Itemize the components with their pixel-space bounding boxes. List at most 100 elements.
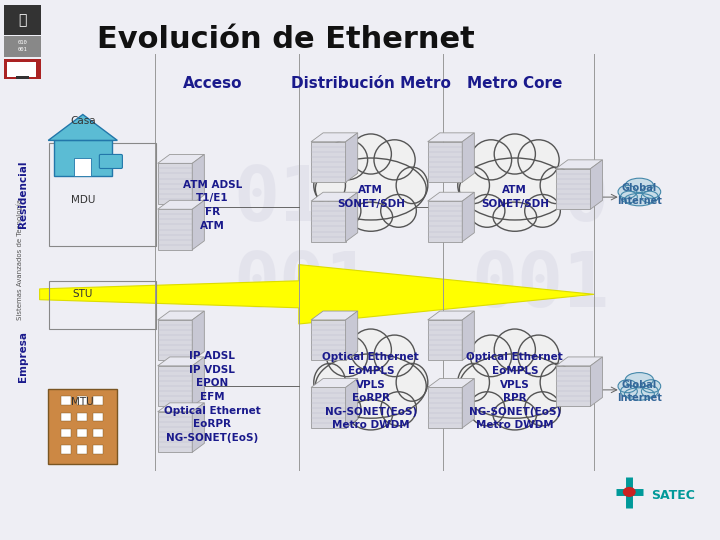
Text: Distribución Metro: Distribución Metro xyxy=(291,76,451,91)
Bar xyxy=(77,445,87,454)
Bar xyxy=(61,429,71,437)
Polygon shape xyxy=(48,114,117,140)
Ellipse shape xyxy=(381,392,416,426)
Ellipse shape xyxy=(518,140,559,180)
Bar xyxy=(93,445,103,454)
Text: MDU: MDU xyxy=(71,195,95,205)
Bar xyxy=(77,429,87,437)
Ellipse shape xyxy=(642,185,661,198)
Ellipse shape xyxy=(494,134,536,174)
Text: Optical Ethernet
EoMPLS
VPLS
RPR
NG-SONET(EoS)
Metro DWDM: Optical Ethernet EoMPLS VPLS RPR NG-SONE… xyxy=(467,353,563,430)
Ellipse shape xyxy=(618,185,636,198)
Ellipse shape xyxy=(314,167,346,204)
Polygon shape xyxy=(590,160,603,209)
Polygon shape xyxy=(311,133,358,142)
Polygon shape xyxy=(192,403,204,453)
Text: Sistemas Avanzados de Tecnología: Sistemas Avanzados de Tecnología xyxy=(17,199,24,320)
Ellipse shape xyxy=(621,386,637,397)
Polygon shape xyxy=(346,133,358,183)
Bar xyxy=(48,389,117,464)
Ellipse shape xyxy=(642,386,658,397)
Bar xyxy=(74,158,91,176)
FancyBboxPatch shape xyxy=(99,154,122,168)
Polygon shape xyxy=(556,160,603,168)
Polygon shape xyxy=(590,357,603,407)
Ellipse shape xyxy=(325,392,361,426)
FancyBboxPatch shape xyxy=(428,320,462,361)
FancyBboxPatch shape xyxy=(4,59,41,79)
FancyBboxPatch shape xyxy=(311,320,346,361)
FancyBboxPatch shape xyxy=(4,5,41,35)
FancyBboxPatch shape xyxy=(556,366,590,407)
Polygon shape xyxy=(311,379,358,388)
Polygon shape xyxy=(158,311,204,320)
Ellipse shape xyxy=(458,363,490,401)
FancyBboxPatch shape xyxy=(16,76,29,79)
FancyBboxPatch shape xyxy=(428,142,462,183)
FancyBboxPatch shape xyxy=(428,201,462,241)
FancyBboxPatch shape xyxy=(7,62,36,77)
Bar xyxy=(61,445,71,454)
Ellipse shape xyxy=(326,140,368,180)
Ellipse shape xyxy=(470,335,512,377)
Polygon shape xyxy=(158,403,204,411)
Ellipse shape xyxy=(518,335,559,377)
Ellipse shape xyxy=(642,380,661,393)
FancyBboxPatch shape xyxy=(158,163,192,204)
Polygon shape xyxy=(40,265,594,324)
Ellipse shape xyxy=(525,392,560,426)
Text: MTU: MTU xyxy=(71,397,94,407)
Ellipse shape xyxy=(326,335,368,377)
Polygon shape xyxy=(311,311,358,320)
Ellipse shape xyxy=(350,329,392,370)
Ellipse shape xyxy=(315,158,426,220)
Text: Evolución de Ethernet: Evolución de Ethernet xyxy=(97,25,475,55)
Bar xyxy=(77,413,87,421)
Polygon shape xyxy=(346,311,358,361)
FancyBboxPatch shape xyxy=(556,168,590,209)
Ellipse shape xyxy=(625,373,654,387)
FancyBboxPatch shape xyxy=(158,210,192,249)
Text: 001: 001 xyxy=(17,47,27,52)
Polygon shape xyxy=(311,192,358,201)
Text: Optical Ethernet
EoMPLS
VPLS
EoRPR
NG-SONET(EoS)
Metro DWDM: Optical Ethernet EoMPLS VPLS EoRPR NG-SO… xyxy=(323,353,419,430)
Polygon shape xyxy=(428,379,474,388)
Ellipse shape xyxy=(624,193,654,206)
Polygon shape xyxy=(158,357,204,366)
Ellipse shape xyxy=(469,194,505,227)
Polygon shape xyxy=(428,311,474,320)
Text: ✋: ✋ xyxy=(18,14,27,28)
Bar xyxy=(49,281,156,329)
Polygon shape xyxy=(462,379,474,428)
Text: ATM ADSL
T1/E1
FR
ATM: ATM ADSL T1/E1 FR ATM xyxy=(183,180,242,231)
Ellipse shape xyxy=(396,363,428,401)
Polygon shape xyxy=(428,133,474,142)
Text: Metro Core: Metro Core xyxy=(467,76,562,91)
Ellipse shape xyxy=(381,194,416,227)
Polygon shape xyxy=(556,357,603,366)
Ellipse shape xyxy=(470,140,512,180)
Text: Acceso: Acceso xyxy=(183,76,242,91)
Text: Global
Internet: Global Internet xyxy=(617,380,662,403)
Text: 010
001: 010 001 xyxy=(471,163,609,323)
Ellipse shape xyxy=(621,191,637,203)
Bar xyxy=(49,143,156,246)
FancyBboxPatch shape xyxy=(158,366,192,407)
Bar xyxy=(93,396,103,405)
Text: 010: 010 xyxy=(17,40,27,45)
Text: Residencial: Residencial xyxy=(18,160,28,228)
FancyBboxPatch shape xyxy=(158,320,192,361)
Polygon shape xyxy=(192,154,204,204)
FancyBboxPatch shape xyxy=(311,388,346,428)
Circle shape xyxy=(624,488,635,496)
Text: ATM
SONET/SDH: ATM SONET/SDH xyxy=(481,185,549,209)
Ellipse shape xyxy=(624,388,654,400)
Polygon shape xyxy=(158,154,204,163)
Bar xyxy=(93,429,103,437)
Ellipse shape xyxy=(618,380,636,393)
Text: Casa: Casa xyxy=(70,117,96,126)
Bar xyxy=(54,140,112,176)
FancyBboxPatch shape xyxy=(428,388,462,428)
Ellipse shape xyxy=(350,134,392,174)
Ellipse shape xyxy=(493,400,536,430)
